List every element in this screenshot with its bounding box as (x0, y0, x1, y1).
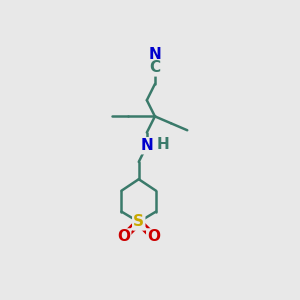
Text: S: S (133, 214, 144, 230)
Text: O: O (117, 230, 130, 244)
Text: N: N (140, 138, 153, 153)
Text: H: H (156, 137, 169, 152)
Text: C: C (149, 60, 161, 75)
Text: N: N (148, 47, 161, 62)
Text: O: O (147, 230, 160, 244)
